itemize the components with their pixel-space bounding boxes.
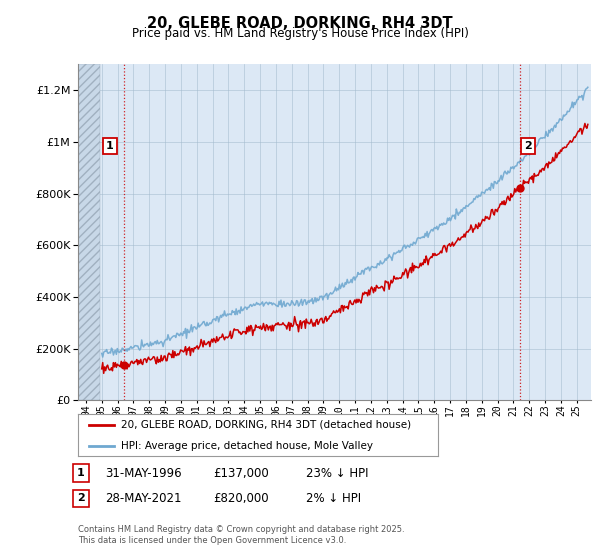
Text: HPI: Average price, detached house, Mole Valley: HPI: Average price, detached house, Mole… <box>121 441 373 451</box>
Text: 28-MAY-2021: 28-MAY-2021 <box>105 492 182 505</box>
Text: £820,000: £820,000 <box>213 492 269 505</box>
Text: 2: 2 <box>77 493 85 503</box>
Text: £137,000: £137,000 <box>213 466 269 480</box>
Text: Contains HM Land Registry data © Crown copyright and database right 2025.
This d: Contains HM Land Registry data © Crown c… <box>78 525 404 545</box>
Text: 2: 2 <box>524 141 532 151</box>
Text: 2% ↓ HPI: 2% ↓ HPI <box>306 492 361 505</box>
Text: 23% ↓ HPI: 23% ↓ HPI <box>306 466 368 480</box>
Text: 31-MAY-1996: 31-MAY-1996 <box>105 466 182 480</box>
Text: 20, GLEBE ROAD, DORKING, RH4 3DT (detached house): 20, GLEBE ROAD, DORKING, RH4 3DT (detach… <box>121 420 412 430</box>
Text: 1: 1 <box>77 468 85 478</box>
Text: 1: 1 <box>106 141 114 151</box>
Text: Price paid vs. HM Land Registry's House Price Index (HPI): Price paid vs. HM Land Registry's House … <box>131 27 469 40</box>
Text: 20, GLEBE ROAD, DORKING, RH4 3DT: 20, GLEBE ROAD, DORKING, RH4 3DT <box>147 16 453 31</box>
Bar <box>78 64 100 400</box>
